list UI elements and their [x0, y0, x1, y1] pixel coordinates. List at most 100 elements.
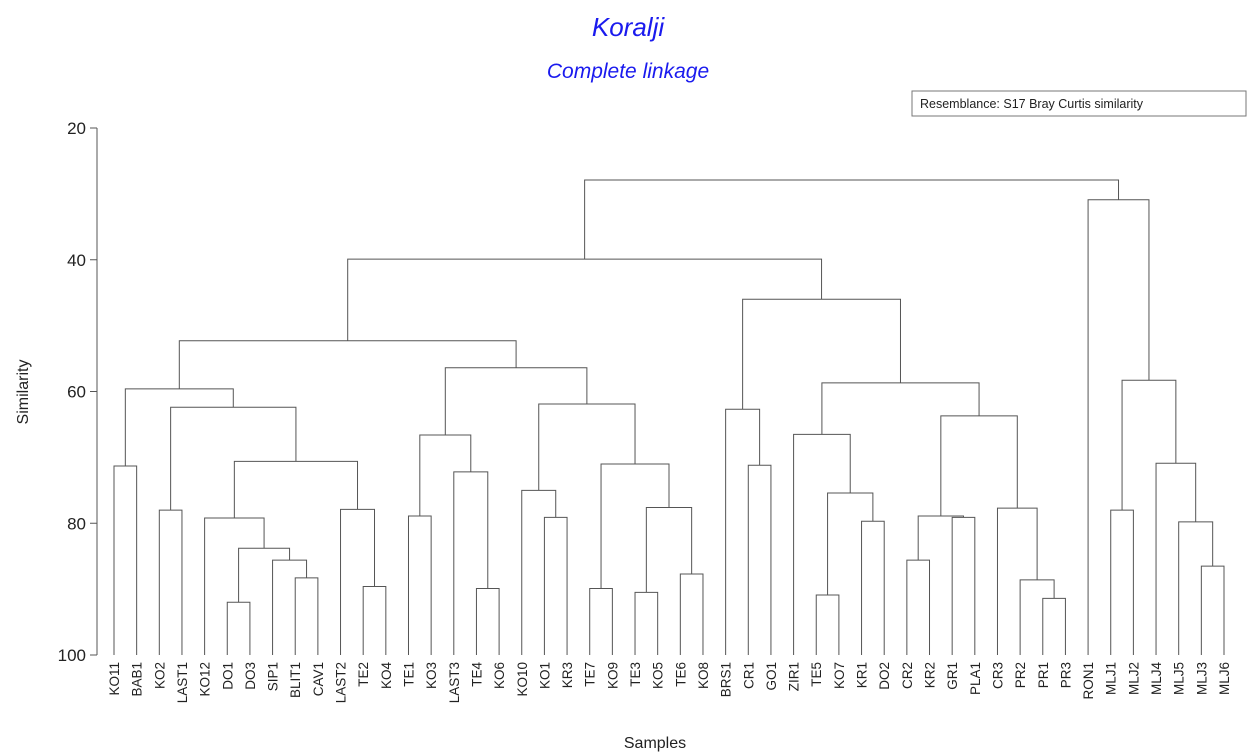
link — [419, 434, 472, 517]
link — [821, 382, 980, 435]
leaf-label: CAV1 — [311, 662, 326, 696]
leaf-label: CR3 — [990, 662, 1005, 689]
leaf-label: TE3 — [628, 662, 643, 687]
link — [158, 509, 183, 655]
leaf-label: MLJ4 — [1149, 662, 1164, 696]
leaf-label: RON1 — [1081, 662, 1096, 700]
link — [679, 573, 704, 655]
x-axis-label: Samples — [624, 735, 686, 752]
link — [538, 403, 636, 491]
leaf-label: GO1 — [764, 662, 779, 691]
link — [1042, 597, 1066, 655]
link — [1200, 565, 1225, 655]
leaf-label: KR2 — [923, 662, 938, 688]
leaf-label: LAST1 — [175, 662, 190, 703]
link — [1110, 509, 1134, 655]
link — [725, 408, 761, 655]
leaf-label: MLJ6 — [1217, 662, 1232, 695]
leaf-label: KO9 — [605, 662, 620, 689]
link — [645, 506, 693, 593]
leaf-label: LAST2 — [334, 662, 349, 703]
link — [815, 594, 840, 655]
link — [951, 516, 976, 655]
link — [521, 489, 557, 655]
leaf-label: KO7 — [832, 662, 847, 689]
leaf-label: KO4 — [379, 662, 394, 690]
link — [340, 508, 376, 655]
chart-subtitle: Complete linkage — [547, 60, 709, 83]
leaf-label: CR2 — [900, 662, 915, 689]
link — [747, 464, 772, 655]
link — [827, 492, 874, 596]
leaf-label: LAST3 — [447, 662, 462, 703]
link — [170, 406, 297, 511]
link — [294, 577, 319, 655]
leaf-label: DO2 — [877, 662, 892, 690]
y-axis-label: Similarity — [15, 360, 32, 425]
link — [233, 460, 359, 518]
y-tick-label: 60 — [67, 383, 86, 402]
leaf-label: KR3 — [560, 662, 575, 688]
link — [996, 507, 1038, 655]
leaf-label: KO2 — [152, 662, 167, 689]
link — [347, 258, 823, 341]
link — [113, 465, 138, 655]
leaf-label: TE2 — [356, 662, 371, 687]
link — [1155, 462, 1197, 655]
annotation: Resemblance: S17 Bray Curtis similarity — [920, 97, 1144, 111]
y-tick-label: 20 — [67, 119, 86, 138]
leaf-label: KO10 — [515, 662, 530, 697]
link — [204, 517, 265, 655]
link — [124, 388, 234, 466]
leaf-label: BLIT1 — [288, 662, 303, 698]
y-tick-label: 40 — [67, 251, 86, 270]
leaf-label: KR1 — [855, 662, 870, 688]
leaf-label: PLA1 — [968, 662, 983, 695]
chart-title: Koralji — [592, 12, 665, 42]
link — [1121, 379, 1177, 511]
leaf-label: KO11 — [107, 662, 122, 696]
leaf-label: TE1 — [401, 662, 416, 687]
link — [407, 515, 432, 655]
leaf-label: PR1 — [1036, 662, 1051, 688]
leaf-label: MLJ1 — [1104, 662, 1119, 695]
link — [917, 515, 964, 561]
y-tick-label: 100 — [58, 646, 86, 665]
leaf-label: KO8 — [696, 662, 711, 689]
link — [178, 340, 517, 389]
link — [226, 601, 251, 655]
link — [634, 591, 659, 655]
leaf-label: PR2 — [1013, 662, 1028, 688]
leaf-label: GR1 — [945, 662, 960, 690]
link — [1178, 521, 1214, 655]
leaf-label: BAB1 — [130, 662, 145, 697]
leaf-label: ZIR1 — [787, 662, 802, 691]
leaf-label: KO12 — [198, 662, 213, 697]
link — [543, 516, 568, 655]
link — [444, 367, 588, 435]
link — [906, 559, 931, 655]
leaf-label: TE7 — [583, 662, 598, 687]
leaf-label: PR3 — [1058, 662, 1073, 688]
y-tick-label: 80 — [67, 514, 86, 533]
link — [940, 415, 1018, 517]
leaf-label: CR1 — [741, 662, 756, 689]
leaf-label: TE5 — [809, 662, 824, 687]
leaf-label: MLJ3 — [1194, 662, 1209, 695]
link — [793, 433, 851, 655]
link — [238, 547, 291, 603]
link — [272, 559, 308, 655]
link — [584, 179, 1120, 260]
link — [600, 463, 670, 589]
leaf-label: MLJ5 — [1172, 662, 1187, 695]
leaf-label: BRS1 — [719, 662, 734, 697]
leaf-label: KO3 — [424, 662, 439, 689]
leaf-label: KO5 — [651, 662, 666, 689]
annotation-box — [911, 90, 1247, 117]
link — [453, 471, 489, 655]
link — [861, 520, 885, 655]
leaf-label: KO6 — [492, 662, 507, 689]
link — [475, 587, 500, 655]
leaf-label: SIP1 — [266, 662, 281, 691]
